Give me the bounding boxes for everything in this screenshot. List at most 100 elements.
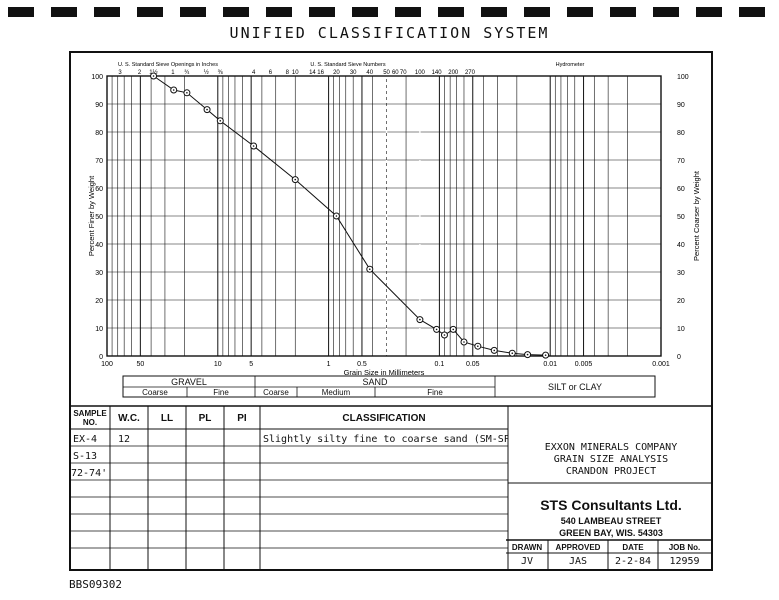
y-tick-label-left: 100 <box>91 74 103 81</box>
row1-classification: Slightly silty fine to coarse sand (SM-S… <box>263 434 508 445</box>
y-tick-label-left: 0 <box>99 354 103 361</box>
band-box <box>122 375 656 398</box>
top-tick-sieve: 6 <box>269 70 273 76</box>
data-point-center <box>206 108 208 111</box>
x-tick-label: 1 <box>327 361 331 368</box>
y-tick-label-right: 90 <box>677 102 685 109</box>
data-point-center <box>435 328 438 331</box>
y-tick-label-left: 10 <box>95 326 103 333</box>
y-axis-label-left: Percent Finer by Weight <box>87 175 96 256</box>
data-point-center <box>526 353 529 356</box>
project-line3: CRANDON PROJECT <box>565 466 657 477</box>
x-axis-label: Grain Size in Millimeters <box>344 368 425 377</box>
band-gravel-fine: Fine <box>213 388 229 397</box>
header-sample: SAMPLE NO. <box>71 409 109 427</box>
y-tick-label-right: 100 <box>677 74 689 81</box>
perforation-hole <box>352 7 378 17</box>
y-tick-label-left: 70 <box>95 158 103 165</box>
y-tick-label-right: 50 <box>677 214 685 221</box>
data-point-center <box>463 341 465 343</box>
data-point-center <box>511 352 514 355</box>
y-tick-label-left: 40 <box>95 242 103 249</box>
perforation-hole <box>137 7 163 17</box>
top-tick-sieve: 30 <box>350 70 357 76</box>
x-tick-label: 5 <box>249 361 253 368</box>
data-point-center <box>493 349 496 352</box>
data-point-center <box>186 92 188 94</box>
band-gravel-coarse: Coarse <box>142 388 168 397</box>
band-gravel: GRAVEL <box>171 377 207 387</box>
top-tick-inch: ⅜ <box>218 70 224 76</box>
top-tick-sieve: 14 <box>309 70 316 76</box>
y-tick-label-right: 20 <box>677 298 685 305</box>
band-sand-fine: Fine <box>427 388 443 397</box>
band-silt-clay: SILT or CLAY <box>547 382 603 392</box>
y-tick-label-right: 80 <box>677 130 685 137</box>
top-tick-sieve: 16 <box>317 70 324 76</box>
form-frame <box>69 51 713 571</box>
perforation-strip <box>8 7 765 17</box>
row1-sample: EX-4 <box>73 434 98 445</box>
header-classification: CLASSIFICATION <box>342 413 426 424</box>
top-label-inches-title: U. S. Standard Sieve Openings in Inches <box>118 62 218 68</box>
band-sand-medium: Medium <box>321 388 351 397</box>
perforation-hole <box>309 7 335 17</box>
x-tick-label: 0.1 <box>435 361 445 368</box>
data-point-center <box>368 268 371 271</box>
header-wc: W.C. <box>118 413 140 424</box>
perforation-hole <box>739 7 765 17</box>
top-tick-sieve: 70 <box>400 70 407 76</box>
approved-label: APPROVED <box>555 543 601 552</box>
job-label: JOB No. <box>668 543 701 552</box>
top-tick-sieve: 10 <box>292 70 299 76</box>
perforation-hole <box>696 7 722 17</box>
y-tick-label-left: 20 <box>95 298 103 305</box>
x-tick-label: 10 <box>214 361 222 368</box>
x-tick-label: 0.001 <box>652 361 670 368</box>
company-name: STS Consultants Ltd. <box>540 497 682 513</box>
perforation-hole <box>223 7 249 17</box>
top-tick-inch: 3 <box>118 70 122 76</box>
data-point-center <box>294 178 297 181</box>
data-point-center <box>452 328 455 331</box>
y-tick-label-left: 80 <box>95 130 103 137</box>
data-point-center <box>477 345 479 348</box>
row3-sample: 72-74' <box>71 468 108 479</box>
top-tick-sieve: 270 <box>465 70 476 76</box>
x-tick-label: 0.005 <box>575 361 593 368</box>
page-title: UNIFIED CLASSIFICATION SYSTEM <box>229 24 550 42</box>
top-tick-sieve: 50 <box>383 70 390 76</box>
data-point-center <box>335 215 338 217</box>
perforation-hole <box>395 7 421 17</box>
data-point-center <box>443 334 446 336</box>
y-tick-label-right: 70 <box>677 158 685 165</box>
y-tick-label-right: 60 <box>677 186 685 193</box>
top-tick-inch: ¾ <box>184 70 190 76</box>
approved-value: JAS <box>568 556 588 567</box>
perforation-hole <box>8 7 34 17</box>
top-tick-inch: ½ <box>204 69 209 76</box>
y-tick-label-right: 30 <box>677 270 685 277</box>
drawn-label: DRAWN <box>511 543 543 552</box>
data-point-center <box>172 89 175 91</box>
perforation-hole <box>653 7 679 17</box>
company-city: GREEN BAY, WIS. 54303 <box>559 528 663 538</box>
y-tick-label-left: 50 <box>95 214 103 221</box>
header-pl: PL <box>198 413 212 424</box>
row2-sample: S-13 <box>73 451 98 462</box>
x-tick-label: 100 <box>101 361 113 368</box>
date-label: DATE <box>622 543 644 552</box>
y-tick-label-left: 60 <box>95 186 103 193</box>
top-label-hydrometer-title: Hydrometer <box>556 62 585 68</box>
perforation-hole <box>51 7 77 17</box>
perforation-hole <box>180 7 206 17</box>
footer-code: BBS09302 <box>69 578 122 591</box>
x-tick-label: 50 <box>136 361 144 368</box>
x-tick-label: 0.5 <box>357 361 367 368</box>
data-point-center <box>419 318 421 321</box>
perforation-hole <box>438 7 464 17</box>
y-tick-label-right: 40 <box>677 242 685 249</box>
perforation-hole <box>481 7 507 17</box>
date-value: 2-2-84 <box>614 556 652 567</box>
